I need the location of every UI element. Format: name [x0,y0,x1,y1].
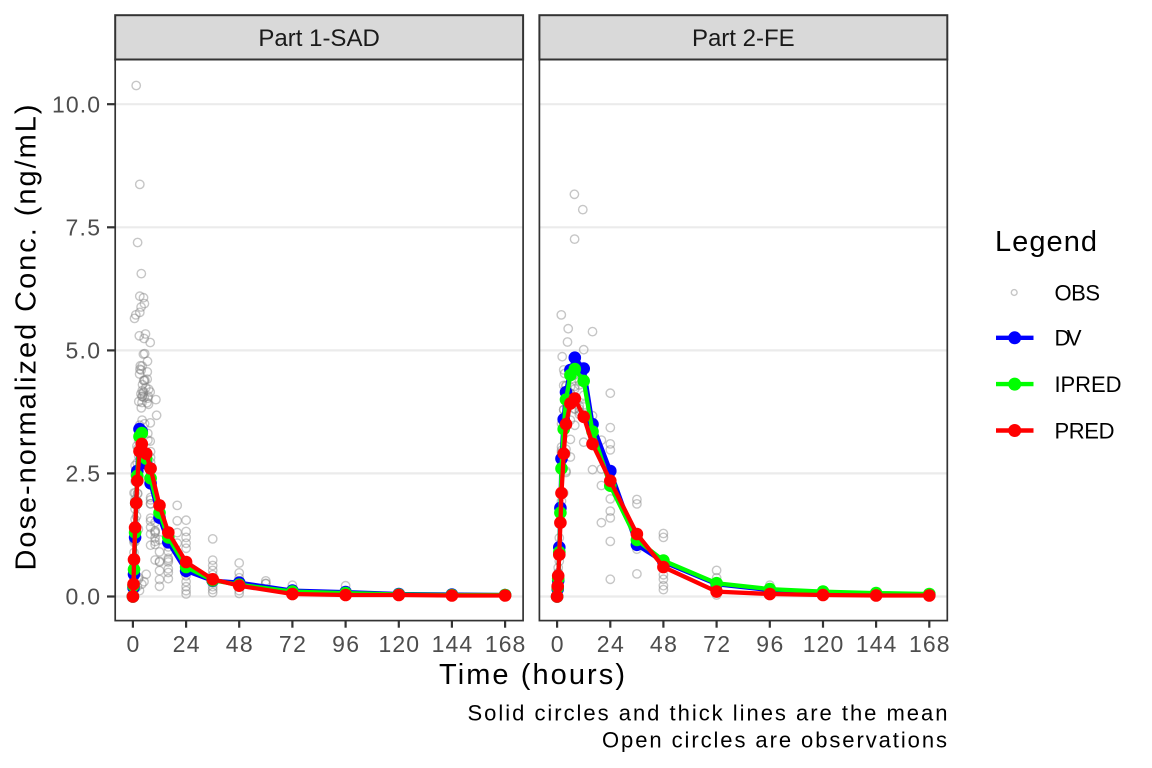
svg-text:144: 144 [856,631,897,657]
svg-text:168: 168 [485,631,525,657]
svg-text:Part 1-SAD: Part 1-SAD [258,25,379,52]
svg-text:Legend: Legend [995,226,1097,258]
svg-text:24: 24 [173,631,200,657]
svg-text:Solid circles and thick lines: Solid circles and thick lines are the me… [468,700,948,725]
svg-text:72: 72 [703,631,730,657]
svg-text:168: 168 [909,631,950,657]
svg-text:Open circles are observations: Open circles are observations [602,728,947,753]
svg-text:OBS: OBS [1055,280,1101,305]
svg-text:7.5: 7.5 [66,215,101,241]
svg-text:Time (hours): Time (hours) [439,659,625,691]
svg-text:2.5: 2.5 [66,461,101,487]
svg-text:120: 120 [379,631,420,657]
svg-text:IPRED: IPRED [1055,372,1122,397]
svg-text:0: 0 [127,631,140,657]
svg-text:120: 120 [803,631,844,657]
svg-text:Part 2-FE: Part 2-FE [692,25,795,52]
svg-text:PRED: PRED [1055,418,1115,443]
svg-text:48: 48 [650,631,677,657]
svg-text:24: 24 [597,631,624,657]
svg-text:0: 0 [551,631,564,657]
svg-text:72: 72 [279,631,306,657]
svg-text:48: 48 [226,631,253,657]
svg-text:144: 144 [432,631,473,657]
svg-text:96: 96 [332,631,359,657]
svg-text:5.0: 5.0 [66,338,101,364]
svg-text:DV: DV [1055,326,1082,351]
svg-text:0.0: 0.0 [66,584,101,610]
svg-text:96: 96 [756,631,783,657]
svg-text:10.0: 10.0 [52,91,100,117]
svg-text:Dose-normalized Conc. (ng/mL): Dose-normalized Conc. (ng/mL) [11,105,43,571]
